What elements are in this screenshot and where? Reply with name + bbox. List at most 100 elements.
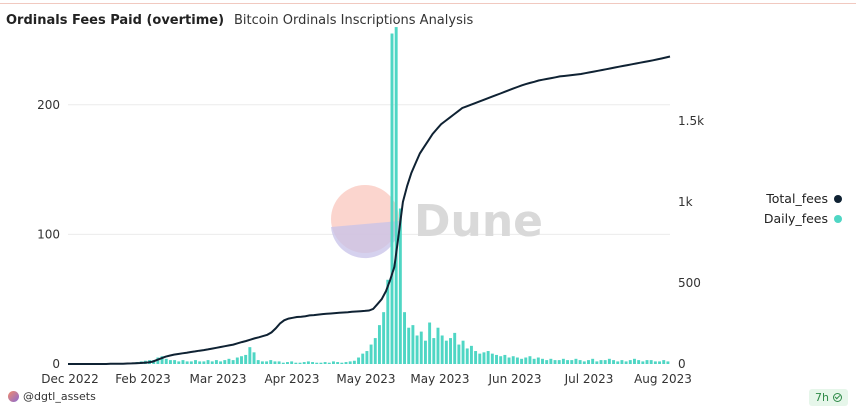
daily-fee-bar: [319, 362, 323, 364]
daily-fee-bar: [269, 360, 273, 364]
daily-fee-bar: [260, 361, 264, 364]
legend-dot-total-fees: [834, 194, 842, 203]
dune-logo-shade: [331, 221, 400, 259]
daily-fee-bar: [658, 361, 662, 364]
legend-label-total-fees: Total_fees: [766, 191, 828, 206]
daily-fee-bar: [474, 351, 478, 364]
daily-fee-bar: [302, 362, 306, 364]
daily-fee-bar: [528, 356, 532, 364]
author-name: @dgtl_assets: [23, 390, 96, 403]
daily-fee-bar: [311, 362, 315, 364]
daily-fee-bar: [252, 352, 256, 364]
daily-fee-bar: [227, 358, 231, 364]
y-right-tick-label: 500: [678, 276, 701, 290]
daily-fee-bar: [432, 338, 436, 364]
daily-fee-bar: [419, 331, 423, 364]
y-left-tick-label: 100: [37, 227, 60, 241]
daily-fee-bar: [612, 360, 616, 364]
daily-fee-bar: [653, 361, 657, 364]
total-fees-line: [68, 55, 671, 365]
x-tick-label: Feb 2023: [115, 372, 171, 386]
daily-fee-bar: [536, 357, 540, 364]
daily-fee-bar: [332, 361, 335, 364]
daily-fee-bar: [185, 361, 189, 364]
daily-fees-bars: [114, 27, 670, 365]
daily-fee-bar: [662, 360, 666, 364]
daily-fee-bar: [607, 358, 611, 364]
daily-fee-bar: [557, 360, 561, 364]
daily-fee-bar: [578, 360, 582, 364]
daily-fee-bar: [244, 354, 248, 364]
x-tick-label: Apr 2023: [264, 372, 319, 386]
daily-fee-bar: [444, 340, 448, 364]
daily-fee-bar: [377, 325, 381, 364]
daily-fee-bar: [465, 348, 469, 364]
daily-fee-bar: [286, 362, 289, 364]
x-tick-label: Jul 2023: [564, 372, 614, 386]
daily-fee-bar: [357, 357, 361, 364]
daily-fee-bar: [394, 27, 398, 364]
daily-fee-bar: [482, 352, 486, 364]
legend: Total_fees Daily_fees: [764, 191, 842, 226]
daily-fee-bar: [457, 344, 461, 364]
daily-fee-bar: [620, 360, 624, 364]
daily-fee-bar: [365, 351, 369, 364]
top-rule: [0, 0, 856, 4]
y-right-tick-label: 1k: [678, 195, 693, 209]
daily-fee-bar: [428, 322, 432, 364]
chart-title: Ordinals Fees Paid (overtime): [6, 13, 225, 28]
daily-fee-bar: [323, 362, 327, 364]
daily-fee-bar: [486, 351, 490, 364]
daily-fee-bar: [369, 344, 373, 364]
axis-labels: 0 100 200 0 500 1k 1.5k Dec 2022 Feb 2023 Mar 202…: [37, 98, 704, 386]
daily-fee-bar: [177, 361, 181, 364]
daily-fee-bar: [340, 362, 344, 364]
daily-fee-bar: [666, 361, 670, 364]
daily-fee-bar: [628, 360, 632, 364]
refresh-age-badge[interactable]: 7h: [809, 389, 848, 406]
x-tick-label: Aug 2023: [634, 372, 692, 386]
daily-fee-bar: [582, 361, 586, 364]
chart-subtitle: Bitcoin Ordinals Inscriptions Analysis: [234, 13, 474, 28]
daily-fee-bar: [524, 357, 528, 364]
daily-fee-bar: [168, 360, 172, 364]
daily-fee-bar: [281, 362, 285, 364]
daily-fee-bar: [202, 361, 206, 364]
daily-fee-bar: [306, 361, 310, 364]
daily-fee-bar: [616, 361, 620, 364]
daily-fee-bar: [436, 327, 440, 364]
daily-fee-bar: [633, 358, 636, 364]
daily-fee-bar: [499, 356, 503, 364]
y-right-tick-label: 1.5k: [678, 114, 704, 128]
daily-fee-bar: [361, 353, 365, 364]
age-text: 7h: [815, 391, 829, 404]
daily-fee-bar: [574, 358, 578, 364]
daily-fee-bar: [495, 354, 498, 364]
check-circle-icon: [833, 393, 842, 402]
daily-fee-bar: [198, 361, 202, 364]
y-left-tick-label: 0: [52, 357, 60, 371]
daily-fee-bar: [248, 347, 252, 364]
daily-fee-bar: [336, 362, 340, 364]
daily-fee-bar: [507, 357, 511, 364]
daily-fee-bar: [390, 33, 394, 365]
legend-label-daily-fees: Daily_fees: [763, 211, 828, 226]
dune-watermark-text: Dune: [414, 196, 543, 247]
daily-fee-bar: [219, 361, 223, 364]
legend-item-total-fees[interactable]: Total_fees: [766, 191, 842, 206]
daily-fee-bar: [490, 353, 494, 364]
daily-fee-bar: [532, 358, 536, 364]
daily-fee-bar: [624, 361, 628, 364]
legend-item-daily-fees[interactable]: Daily_fees: [764, 211, 842, 226]
daily-fee-bar: [440, 335, 444, 364]
daily-fee-bar: [511, 356, 515, 364]
y-right-tick-label: 0: [678, 357, 686, 371]
daily-fee-bar: [520, 358, 524, 364]
daily-fee-bar: [478, 353, 482, 364]
daily-fee-bar: [277, 361, 281, 364]
author-link[interactable]: @dgtl_assets: [8, 390, 96, 403]
daily-fee-bar: [327, 362, 331, 364]
daily-fee-bar: [194, 360, 197, 364]
daily-fee-bar: [545, 360, 549, 364]
daily-fee-bar: [294, 362, 298, 364]
